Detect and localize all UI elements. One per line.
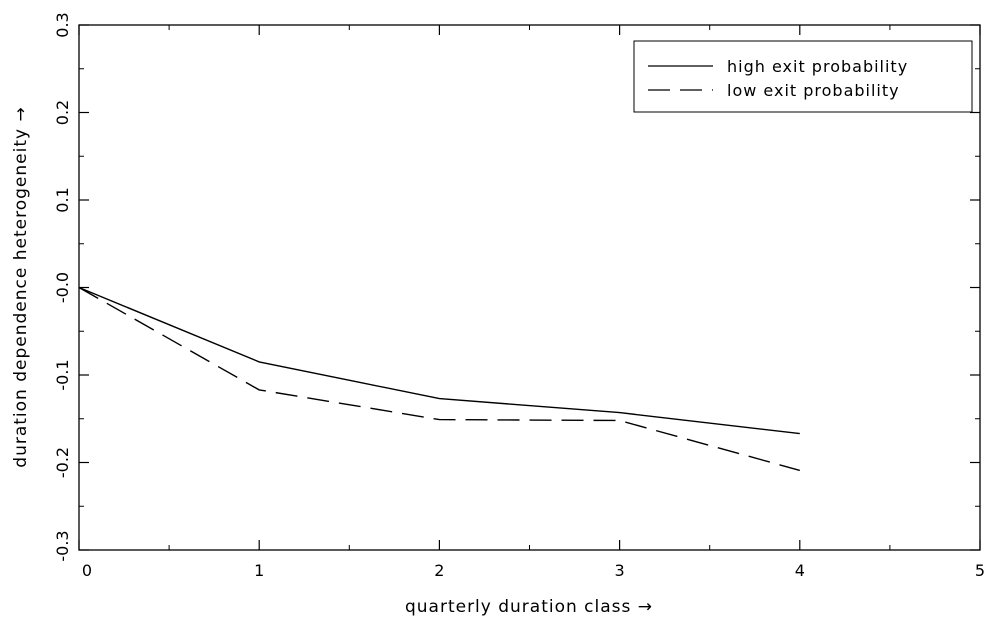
legend-label-high: high exit probability: [727, 57, 908, 76]
y-axis-title: duration dependence heterogeneity →: [11, 106, 31, 467]
x-tick-label: 3: [615, 561, 625, 580]
x-tick-label: 2: [434, 561, 444, 580]
y-tick-label: -0.1: [53, 359, 72, 390]
legend-box: [633, 40, 973, 113]
legend: high exit probability low exit probabili…: [633, 40, 973, 113]
axis-ticks: 0 1 2 3 4 5 -0.3 -0.2 -0.1 -0.0 0.1 0.2 0.3: [53, 12, 985, 580]
series-layer: [78, 286, 800, 472]
x-axis-title: quarterly duration class →: [405, 597, 653, 617]
series-line-low-exit: [78, 286, 800, 472]
y-tick-label: 0.3: [53, 12, 72, 37]
x-tick-label: 4: [795, 561, 805, 580]
series-line-high-exit: [78, 286, 800, 435]
y-tick-label: 0.1: [53, 187, 72, 212]
y-tick-label: -0.0: [53, 272, 72, 303]
x-tick-label: 5: [975, 561, 985, 580]
y-tick-label: -0.3: [53, 530, 72, 561]
y-tick-label: 0.2: [53, 100, 72, 125]
legend-label-low: low exit probability: [727, 81, 900, 100]
x-tick-label: 0: [82, 561, 92, 580]
y-tick-label: -0.2: [53, 447, 72, 478]
x-tick-label: 1: [254, 561, 264, 580]
